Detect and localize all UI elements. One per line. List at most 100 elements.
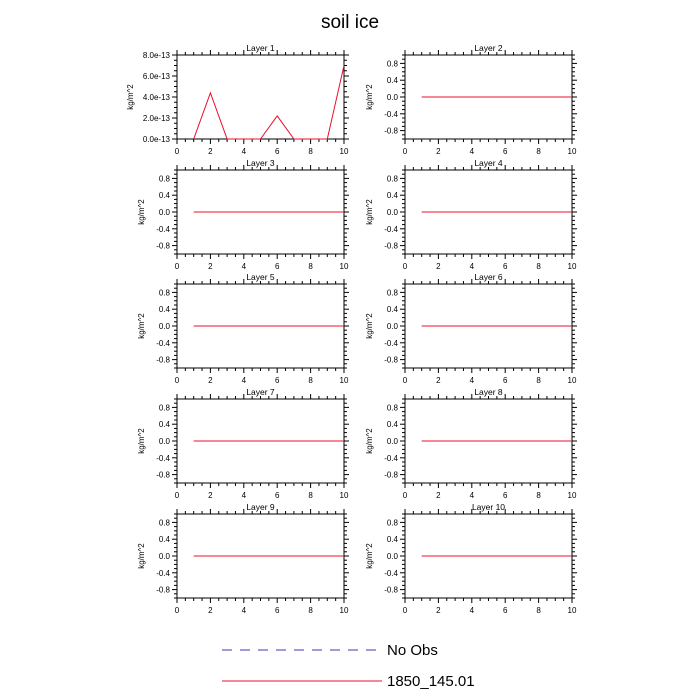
y-tick-label: 0.0 xyxy=(387,437,399,446)
x-tick-label: 4 xyxy=(242,491,247,500)
y-tick-label: 0.4 xyxy=(159,191,171,200)
x-tick-label: 2 xyxy=(208,147,213,156)
x-tick-label: 6 xyxy=(275,491,280,500)
x-tick-label: 6 xyxy=(503,606,508,615)
x-tick-label: 6 xyxy=(503,491,508,500)
x-tick-label: 0 xyxy=(403,147,408,156)
x-tick-label: 8 xyxy=(308,606,313,615)
panel-title: Layer 8 xyxy=(474,387,503,397)
x-tick-label: 2 xyxy=(436,491,441,500)
x-tick-label: 4 xyxy=(470,147,475,156)
series-line-1850_145.01 xyxy=(193,65,345,140)
y-tick-label: 0.8 xyxy=(159,403,171,412)
y-tick-label: 0.8 xyxy=(387,288,399,297)
y-tick-label: -0.4 xyxy=(156,225,170,234)
x-tick-label: 0 xyxy=(175,491,180,500)
y-tick-label: 0.8 xyxy=(387,59,399,68)
x-tick-label: 0 xyxy=(403,606,408,615)
y-tick-label: -0.8 xyxy=(156,586,170,595)
x-tick-label: 4 xyxy=(470,262,475,271)
y-axis-label: kg/m^2 xyxy=(365,199,374,225)
x-tick-label: 8 xyxy=(308,147,313,156)
x-tick-label: 8 xyxy=(536,491,541,500)
x-tick-label: 2 xyxy=(208,491,213,500)
y-tick-label: -0.4 xyxy=(384,225,398,234)
legend: No Obs 1850_145.01 xyxy=(222,642,475,690)
y-tick-label: 0.8 xyxy=(387,174,399,183)
x-tick-label: 6 xyxy=(275,262,280,271)
y-tick-label: 0.4 xyxy=(387,420,399,429)
y-tick-label: -0.8 xyxy=(384,127,398,136)
y-tick-label: -0.4 xyxy=(156,569,170,578)
y-tick-label: -0.4 xyxy=(384,339,398,348)
y-tick-label: -0.8 xyxy=(384,586,398,595)
y-tick-label: 0.8 xyxy=(159,174,171,183)
x-tick-label: 6 xyxy=(275,376,280,385)
x-tick-label: 10 xyxy=(340,606,349,615)
y-axis-label: kg/m^2 xyxy=(365,84,374,110)
panel-title: Layer 3 xyxy=(246,158,275,168)
x-tick-label: 0 xyxy=(403,376,408,385)
panel-layer-3: Layer 3 0 2 4 6 8 10 -0.8 -0.4 0.0 0.4 0.8 kg/m^2 xyxy=(137,158,349,271)
x-tick-label: 4 xyxy=(470,606,475,615)
panel-title: Layer 4 xyxy=(474,158,503,168)
y-tick-label: -0.8 xyxy=(384,356,398,365)
panel-layer-6: Layer 6 0 2 4 6 8 10 -0.8 -0.4 0.0 0.4 0.8 kg/m^2 xyxy=(365,272,577,385)
x-tick-label: 4 xyxy=(242,376,247,385)
y-tick-label: 0.8 xyxy=(159,288,171,297)
y-tick-label: -0.8 xyxy=(156,242,170,251)
y-tick-label: 0.4 xyxy=(159,420,171,429)
y-axis-label: kg/m^2 xyxy=(137,313,146,339)
x-tick-label: 10 xyxy=(340,376,349,385)
y-tick-label: -0.4 xyxy=(156,339,170,348)
panel-title: Layer 7 xyxy=(246,387,275,397)
y-tick-label: 0.0e-13 xyxy=(143,135,171,144)
y-tick-label: 0.4 xyxy=(159,535,171,544)
x-tick-label: 10 xyxy=(568,376,577,385)
panel-layer-10: Layer 10 0 2 4 6 8 10 -0.8 -0.4 0.0 0.4 0.8 kg/m^2 xyxy=(365,502,577,615)
y-tick-label: 0.4 xyxy=(159,305,171,314)
y-tick-label: -0.4 xyxy=(384,110,398,119)
panel-title: Layer 2 xyxy=(474,43,503,53)
y-tick-label: 8.0e-13 xyxy=(143,51,171,60)
y-tick-label: 0.8 xyxy=(159,518,171,527)
y-tick-label: -0.8 xyxy=(384,242,398,251)
y-axis-label: kg/m^2 xyxy=(365,428,374,454)
x-tick-label: 0 xyxy=(403,491,408,500)
y-axis-label: kg/m^2 xyxy=(137,428,146,454)
legend-item: No Obs xyxy=(222,642,438,659)
legend-label: No Obs xyxy=(387,642,438,659)
x-tick-label: 2 xyxy=(208,262,213,271)
y-axis-label: kg/m^2 xyxy=(137,199,146,225)
x-tick-label: 10 xyxy=(340,262,349,271)
y-axis-label: kg/m^2 xyxy=(137,543,146,569)
panel-layer-8: Layer 8 0 2 4 6 8 10 -0.8 -0.4 0.0 0.4 0.8 kg/m^2 xyxy=(365,387,577,500)
panel-title: Layer 10 xyxy=(472,502,505,512)
y-tick-label: 0.0 xyxy=(387,552,399,561)
panel-title: Layer 9 xyxy=(246,502,275,512)
x-tick-label: 2 xyxy=(208,376,213,385)
x-tick-label: 0 xyxy=(175,262,180,271)
x-tick-label: 6 xyxy=(503,147,508,156)
x-tick-label: 2 xyxy=(436,606,441,615)
y-tick-label: 0.0 xyxy=(159,552,171,561)
y-tick-label: 0.0 xyxy=(387,93,399,102)
x-tick-label: 10 xyxy=(340,491,349,500)
x-tick-label: 8 xyxy=(536,262,541,271)
x-tick-label: 8 xyxy=(308,262,313,271)
panel-layer-7: Layer 7 0 2 4 6 8 10 -0.8 -0.4 0.0 0.4 0.8 kg/m^2 xyxy=(137,387,349,500)
x-tick-label: 6 xyxy=(275,147,280,156)
x-tick-label: 8 xyxy=(308,376,313,385)
legend-label: 1850_145.01 xyxy=(387,673,475,690)
x-tick-label: 4 xyxy=(242,262,247,271)
figure-title: soil ice xyxy=(321,12,379,33)
x-tick-label: 10 xyxy=(568,262,577,271)
panel-layer-2: Layer 2 0 2 4 6 8 10 -0.8 -0.4 0.0 0.4 0.8 kg/m^2 xyxy=(365,43,577,156)
y-tick-label: 0.8 xyxy=(387,518,399,527)
y-tick-label: -0.8 xyxy=(156,471,170,480)
y-tick-label: 0.8 xyxy=(387,403,399,412)
legend-item: 1850_145.01 xyxy=(222,673,475,690)
y-tick-label: 0.0 xyxy=(159,322,171,331)
panel-layer-1: Layer 1 0 2 4 6 8 10 0.0e-13 2.0e-13 4.0e-13 6.0e-… xyxy=(126,43,349,156)
x-tick-label: 8 xyxy=(536,606,541,615)
